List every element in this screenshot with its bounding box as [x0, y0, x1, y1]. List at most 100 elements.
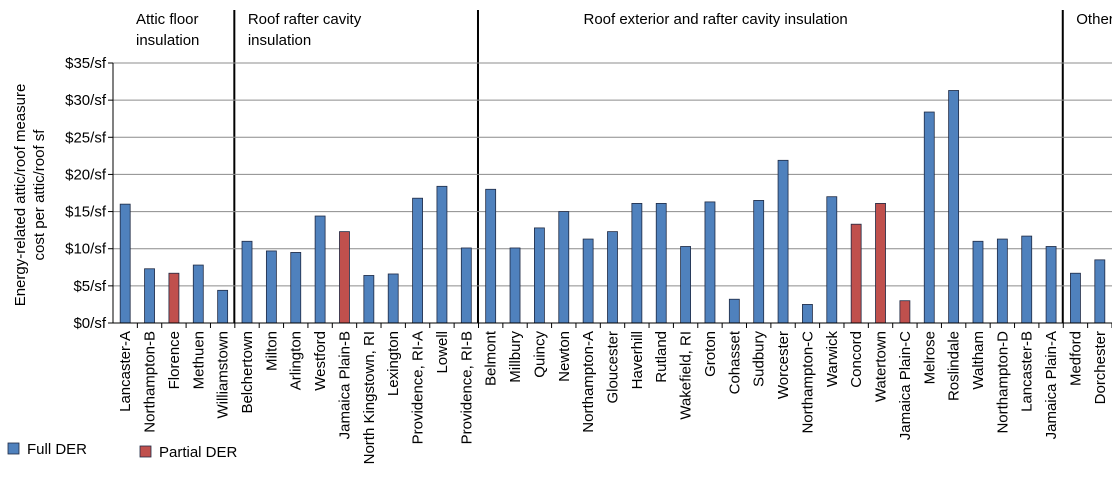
x-tick-label: Providence, RI-B [458, 331, 475, 444]
x-tick-label: Wakefield, RI [678, 331, 695, 420]
bar [996, 238, 1008, 324]
x-tick-label: Arlington [288, 331, 305, 390]
x-tick-label: Cohasset [726, 330, 743, 394]
legend: Full DER Partial DER [7, 441, 238, 461]
x-tick-label: Northampton-C [799, 331, 816, 434]
x-tick-label: Westford [312, 331, 329, 391]
bar [265, 250, 277, 324]
x-tick-label: Quincy [531, 331, 548, 378]
legend-swatch [139, 445, 152, 458]
y-tick-label: $0/sf [73, 315, 106, 332]
x-tick-label: Belchertown [239, 331, 256, 414]
bar [802, 304, 813, 324]
bar [485, 188, 497, 324]
x-tick-label: Northampton-D [994, 331, 1011, 434]
y-tick-label: $5/sf [73, 278, 106, 295]
x-tick-label: Northampton-B [142, 331, 159, 433]
x-tick-label: Dorchester [1092, 331, 1109, 404]
x-tick-label: Waltham [970, 331, 987, 390]
bar [850, 223, 862, 324]
bar [728, 298, 740, 324]
x-tick-label: Rutland [653, 331, 670, 383]
bar [972, 240, 984, 324]
x-tick-label: Gloucester [605, 331, 622, 404]
bar [412, 197, 423, 324]
x-tick-label: Milton [263, 331, 280, 371]
x-tick-label: Lancaster-B [1019, 331, 1036, 412]
bar [509, 247, 521, 324]
bars [119, 90, 1106, 324]
legend-label: Partial DER [159, 444, 238, 461]
bar [436, 185, 448, 324]
y-tick-label: $30/sf [65, 92, 107, 109]
bar [144, 268, 155, 324]
y-tick-label: $15/sf [65, 204, 107, 221]
bar [1021, 235, 1033, 324]
bar [241, 240, 253, 324]
region-labels: Attic floor insulation Roof rafter cavity i… [136, 10, 1112, 323]
x-tick-label: Groton [702, 331, 719, 377]
bar [948, 90, 960, 324]
x-tick-label: Jamaica Plain-C [897, 331, 914, 440]
bar [607, 231, 618, 324]
y-tick-label: $20/sf [65, 166, 107, 183]
bar [875, 202, 886, 324]
bar [777, 159, 789, 324]
bar [631, 202, 643, 324]
x-tick-label: Methuen [190, 331, 207, 389]
bar [558, 211, 570, 324]
x-tick-label: Melrose [921, 331, 938, 384]
bar [923, 111, 935, 324]
bar [119, 203, 131, 324]
bar [655, 202, 667, 324]
x-tick-label: Worcester [775, 331, 792, 399]
x-tick-label: Florence [166, 331, 183, 389]
region-label: Roof rafter cavity [248, 11, 362, 28]
bar [363, 275, 375, 324]
bar [680, 246, 691, 324]
x-tick-label: Lancaster-A [117, 331, 134, 412]
y-tick-label: $10/sf [65, 241, 107, 258]
x-tick-label: Roslindale [946, 331, 963, 401]
legend-label: Full DER [27, 441, 87, 458]
region-label: Roof exterior and rafter cavity insulati… [583, 11, 847, 28]
region-label: Attic floor [136, 11, 199, 28]
x-tick-label: Lexington [385, 331, 402, 396]
bar [387, 273, 399, 324]
bar [217, 289, 229, 324]
y-axis-label-line: Energy-related attic/roof measure [12, 84, 29, 307]
y-axis-label-line: cost per attic/roof sf [31, 129, 48, 261]
x-tick-label: Haverhill [629, 331, 646, 389]
region-label: insulation [136, 32, 199, 49]
y-tick-label: $25/sf [65, 129, 107, 146]
bar [826, 196, 838, 324]
region-label: insulation [248, 32, 311, 49]
legend-swatch [7, 442, 20, 455]
x-tick-label: Concord [848, 331, 865, 388]
x-tick-label: Northampton-A [580, 331, 597, 433]
y-axis-label: Energy-related attic/roof measure cost pe… [12, 84, 48, 307]
bar [753, 200, 765, 324]
y-tick-label: $35/sf [65, 55, 107, 72]
bar [168, 272, 180, 324]
x-tick-label: Williamstown [215, 331, 232, 419]
y-tick-labels: $0/sf $5/sf $10/sf $15/sf $20/sf $25/sf $30/sf… [65, 55, 107, 332]
bar [1070, 272, 1081, 324]
bar [192, 264, 204, 324]
bar [1045, 246, 1057, 324]
x-tick-label: Jamaica Plain-B [336, 331, 353, 439]
bar [704, 201, 716, 324]
x-tick-label: Providence, RI-A [410, 331, 427, 444]
bar [582, 238, 594, 324]
axes [108, 62, 1112, 328]
x-tick-label: Sudbury [751, 331, 768, 387]
x-tick-label: North Kingstown, RI [361, 331, 378, 464]
x-tick-label: Watertown [873, 331, 890, 402]
x-tick-label: Millbury [507, 331, 524, 383]
bar [534, 227, 545, 324]
x-tick-labels: Lancaster-A Northampton-B Florence Methuen W… [117, 330, 1109, 464]
x-tick-label: Warwick [824, 331, 841, 388]
bar [1094, 259, 1106, 324]
bar [339, 231, 350, 324]
